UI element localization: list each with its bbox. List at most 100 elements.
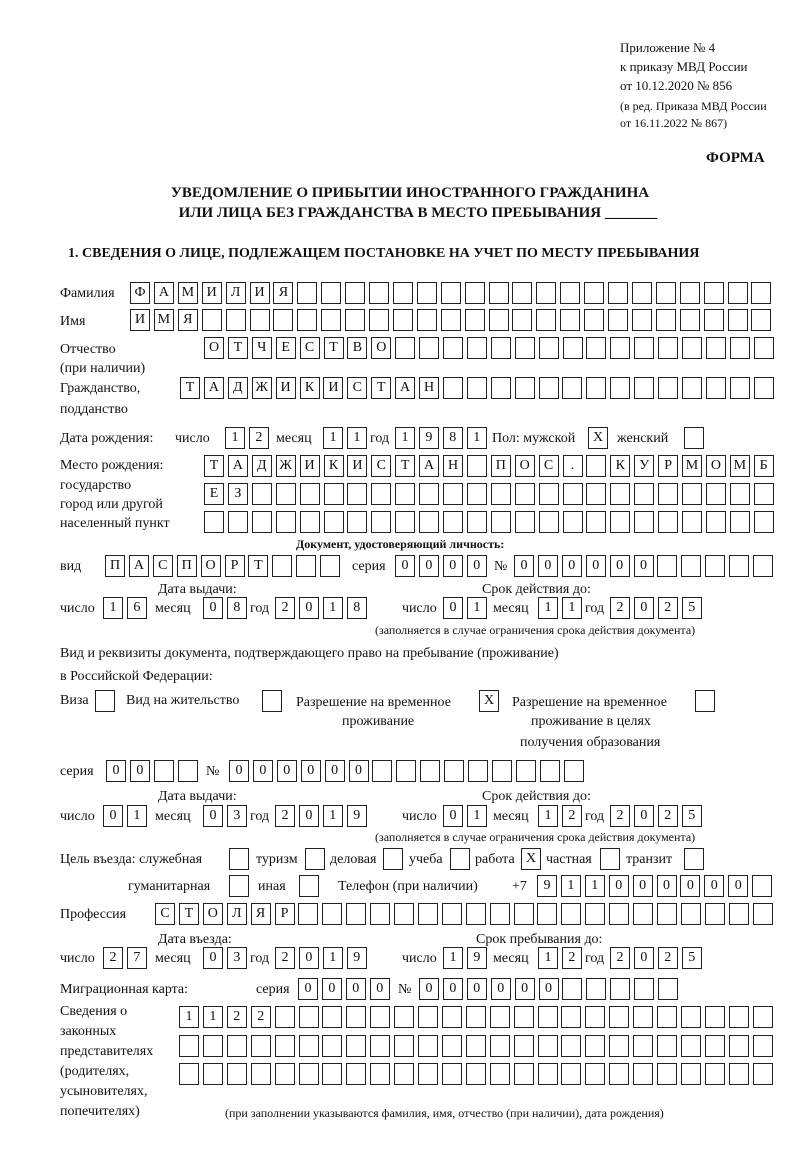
char-cell[interactable]: С bbox=[371, 455, 392, 477]
char-cell[interactable] bbox=[466, 483, 487, 505]
char-cell[interactable] bbox=[563, 760, 584, 782]
char-cell[interactable]: М bbox=[177, 282, 198, 304]
char-cell[interactable] bbox=[394, 1035, 415, 1057]
char-cell[interactable] bbox=[631, 309, 652, 331]
char-cell[interactable] bbox=[370, 903, 391, 925]
char-cell[interactable]: С bbox=[299, 337, 320, 359]
char-cell[interactable] bbox=[705, 483, 726, 505]
char-cell[interactable]: 9 bbox=[346, 805, 367, 827]
char-cell[interactable] bbox=[512, 309, 533, 331]
char-cell[interactable]: 6 bbox=[126, 597, 147, 619]
char-cell[interactable]: 0 bbox=[395, 555, 415, 577]
char-cell[interactable]: О bbox=[514, 455, 535, 477]
char-cell[interactable]: Т bbox=[227, 337, 248, 359]
char-cell[interactable]: Ж bbox=[275, 455, 296, 477]
char-cell[interactable]: С bbox=[538, 455, 559, 477]
char-cell[interactable] bbox=[464, 282, 485, 304]
char-cell[interactable]: 0 bbox=[561, 555, 582, 577]
char-cell[interactable]: 2 bbox=[610, 947, 630, 969]
char-cell[interactable]: М bbox=[153, 309, 174, 331]
char-cell[interactable] bbox=[321, 309, 342, 331]
char-cell[interactable] bbox=[395, 511, 416, 533]
char-cell[interactable] bbox=[610, 377, 631, 399]
char-cell[interactable] bbox=[536, 282, 557, 304]
char-cell[interactable]: 0 bbox=[348, 760, 369, 782]
char-cell[interactable] bbox=[250, 1063, 271, 1085]
char-cell[interactable] bbox=[633, 1063, 654, 1085]
char-cell[interactable] bbox=[371, 483, 392, 505]
char-cell[interactable] bbox=[608, 309, 628, 331]
char-cell[interactable] bbox=[682, 337, 702, 359]
char-cell[interactable] bbox=[633, 1035, 654, 1057]
char-cell[interactable] bbox=[537, 1035, 558, 1057]
char-cell[interactable] bbox=[394, 1063, 415, 1085]
char-cell[interactable] bbox=[420, 760, 441, 782]
char-cell[interactable]: И bbox=[299, 455, 320, 477]
char-cell[interactable] bbox=[610, 337, 631, 359]
char-cell[interactable] bbox=[489, 1063, 510, 1085]
char-cell[interactable] bbox=[657, 1006, 677, 1028]
char-cell[interactable] bbox=[561, 903, 582, 925]
char-cell[interactable] bbox=[681, 555, 702, 577]
char-cell[interactable] bbox=[322, 1063, 343, 1085]
char-cell[interactable] bbox=[346, 1035, 367, 1057]
char-cell[interactable]: О bbox=[371, 337, 392, 359]
char-cell[interactable] bbox=[537, 1006, 558, 1028]
char-cell[interactable] bbox=[383, 848, 403, 870]
char-cell[interactable]: 1 bbox=[538, 597, 558, 619]
char-cell[interactable] bbox=[262, 690, 282, 712]
char-cell[interactable] bbox=[229, 875, 249, 897]
char-cell[interactable] bbox=[273, 309, 294, 331]
char-cell[interactable]: П bbox=[105, 555, 125, 577]
char-cell[interactable] bbox=[490, 511, 511, 533]
char-cell[interactable]: 0 bbox=[728, 875, 749, 897]
char-cell[interactable]: Д bbox=[251, 455, 272, 477]
char-cell[interactable]: А bbox=[153, 282, 174, 304]
char-cell[interactable]: С bbox=[347, 377, 368, 399]
char-cell[interactable] bbox=[227, 511, 248, 533]
char-cell[interactable] bbox=[179, 1063, 199, 1085]
char-cell[interactable]: 1 bbox=[322, 947, 343, 969]
char-cell[interactable]: С bbox=[152, 555, 173, 577]
char-cell[interactable]: Т bbox=[180, 377, 200, 399]
char-cell[interactable] bbox=[631, 282, 652, 304]
char-cell[interactable] bbox=[274, 1006, 295, 1028]
char-cell[interactable] bbox=[394, 1006, 415, 1028]
char-cell[interactable] bbox=[321, 282, 342, 304]
char-cell[interactable]: Е bbox=[275, 337, 296, 359]
char-cell[interactable]: 1 bbox=[561, 597, 582, 619]
char-cell[interactable] bbox=[728, 1006, 749, 1028]
char-cell[interactable] bbox=[704, 1035, 725, 1057]
char-cell[interactable] bbox=[443, 337, 463, 359]
char-cell[interactable]: Б bbox=[753, 455, 774, 477]
char-cell[interactable] bbox=[679, 309, 700, 331]
char-cell[interactable] bbox=[347, 483, 368, 505]
char-cell[interactable] bbox=[608, 282, 628, 304]
char-cell[interactable] bbox=[513, 1006, 534, 1028]
char-cell[interactable]: У bbox=[634, 455, 655, 477]
char-cell[interactable] bbox=[704, 903, 725, 925]
char-cell[interactable] bbox=[585, 1063, 606, 1085]
char-cell[interactable] bbox=[394, 903, 414, 925]
char-cell[interactable] bbox=[753, 483, 774, 505]
char-cell[interactable]: 2 bbox=[103, 947, 123, 969]
char-cell[interactable]: 1 bbox=[466, 805, 487, 827]
char-cell[interactable] bbox=[450, 848, 470, 870]
char-cell[interactable]: Р bbox=[224, 555, 245, 577]
char-cell[interactable] bbox=[682, 511, 702, 533]
char-cell[interactable]: 0 bbox=[442, 555, 463, 577]
char-cell[interactable]: И bbox=[347, 455, 368, 477]
char-cell[interactable] bbox=[512, 282, 533, 304]
char-cell[interactable] bbox=[272, 555, 293, 577]
char-cell[interactable] bbox=[562, 377, 583, 399]
char-cell[interactable] bbox=[705, 337, 726, 359]
char-cell[interactable] bbox=[562, 978, 583, 1000]
char-cell[interactable]: 2 bbox=[657, 947, 678, 969]
char-cell[interactable]: 1 bbox=[560, 875, 581, 897]
char-cell[interactable]: 0 bbox=[321, 978, 342, 1000]
char-cell[interactable] bbox=[226, 1035, 247, 1057]
char-cell[interactable] bbox=[680, 1063, 701, 1085]
char-cell[interactable] bbox=[441, 1006, 462, 1028]
char-cell[interactable] bbox=[560, 282, 581, 304]
char-cell[interactable] bbox=[751, 282, 772, 304]
